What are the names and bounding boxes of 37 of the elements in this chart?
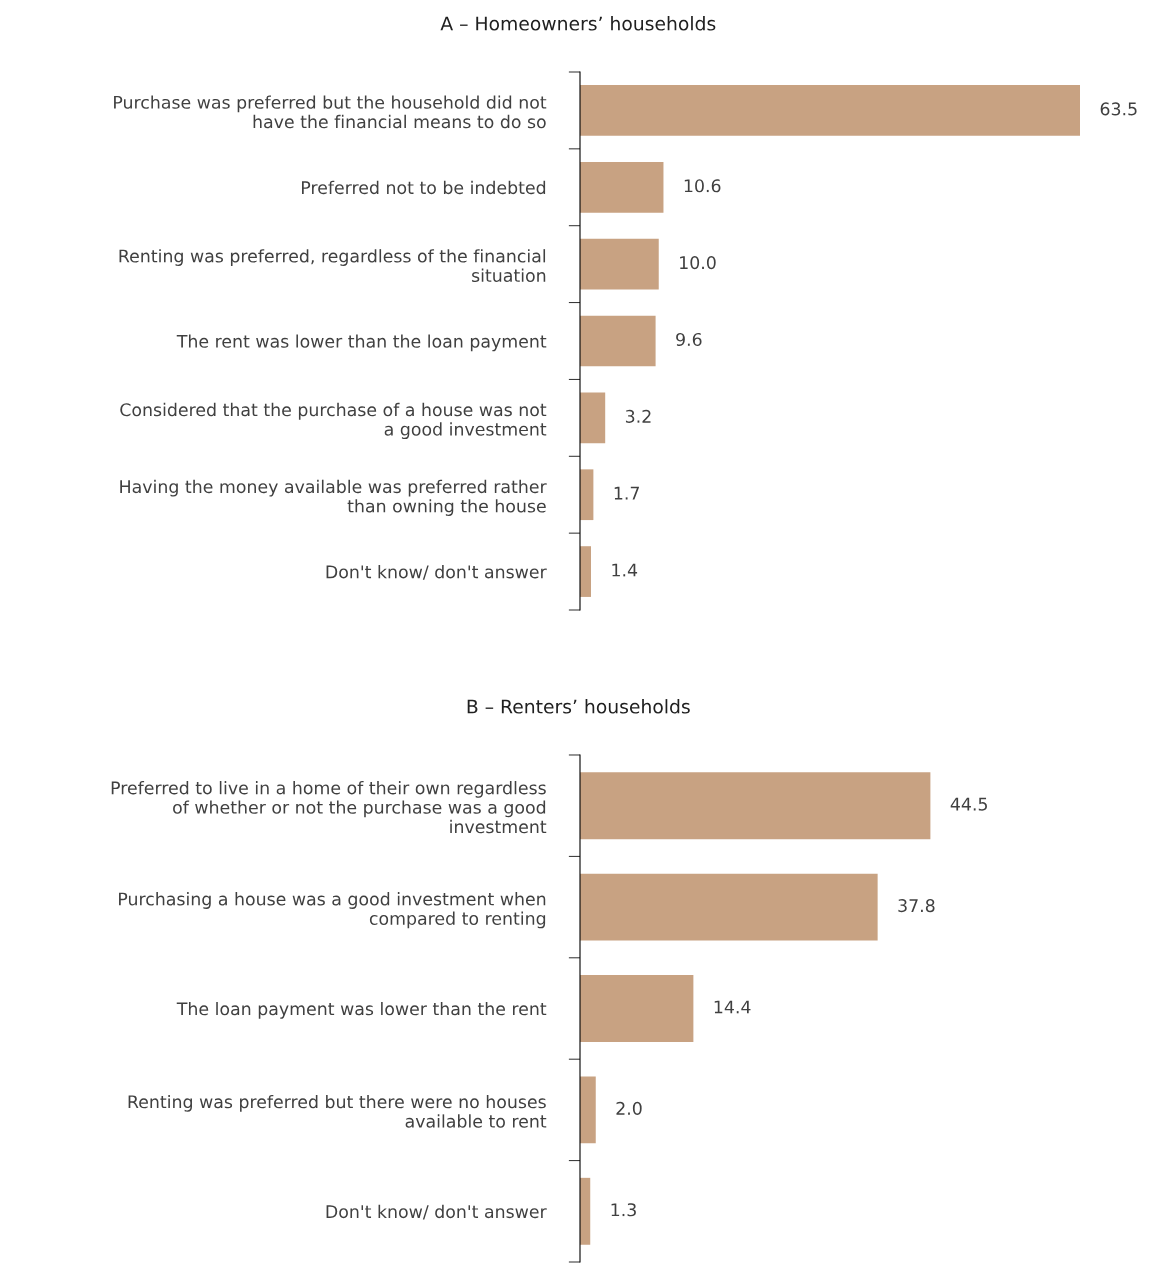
data-label: 1.4 (612, 563, 638, 577)
y-tick-label: Having the money available was preferred rather than owning the house (120, 479, 547, 516)
y-tick-label: Preferred to live in a home of their own regardless of whether or not the purchase was a good investment (111, 780, 547, 834)
y-tick-label: Renting was preferred but there were no houses available to rent (128, 1094, 547, 1128)
y-tick-label: Don't know/ don't answer (326, 564, 547, 580)
data-label: 37.8 (898, 899, 935, 913)
data-label: 1.7 (614, 486, 639, 500)
data-label: 63.5 (1100, 102, 1137, 116)
data-label: 1.3 (611, 1203, 636, 1217)
bar (580, 469, 594, 521)
data-label: 10.0 (680, 256, 716, 270)
bar (580, 238, 659, 290)
y-tick-label: The loan payment was lower than the rent (176, 1001, 547, 1019)
y-tick-label: Preferred not to be indebted (302, 180, 546, 195)
bar (580, 1076, 596, 1144)
y-tick-label: Don't know/ don't answer (326, 1204, 547, 1220)
data-label: 10.6 (684, 179, 721, 193)
bar (580, 873, 878, 941)
data-label: 14.4 (714, 1000, 751, 1014)
chart-title: B – Renters’ households (467, 699, 690, 714)
data-label: 2.0 (616, 1101, 642, 1115)
bar (580, 546, 592, 597)
y-tick-label: Purchasing a house was a good investment when compared to renting (119, 892, 546, 929)
data-label: 44.5 (950, 797, 987, 811)
data-label: 3.2 (625, 409, 651, 423)
y-tick-label: The rent was lower than the loan payment (176, 334, 547, 352)
bar (580, 315, 656, 367)
bar (580, 772, 931, 840)
y-tick-label: Renting was preferred, regardless of the financial situation (119, 249, 546, 283)
y-tick-label: Purchase was preferred but the household did not have the financial means to do so (114, 95, 547, 129)
bar (580, 392, 606, 444)
data-label: 9.6 (676, 332, 702, 347)
bar (580, 85, 1080, 136)
bar (580, 161, 664, 213)
y-tick-label: Considered that the purchase of a house was not a good investment (120, 402, 547, 440)
bar (580, 975, 694, 1042)
chart-title: A – Homeowners’ households (440, 16, 716, 31)
